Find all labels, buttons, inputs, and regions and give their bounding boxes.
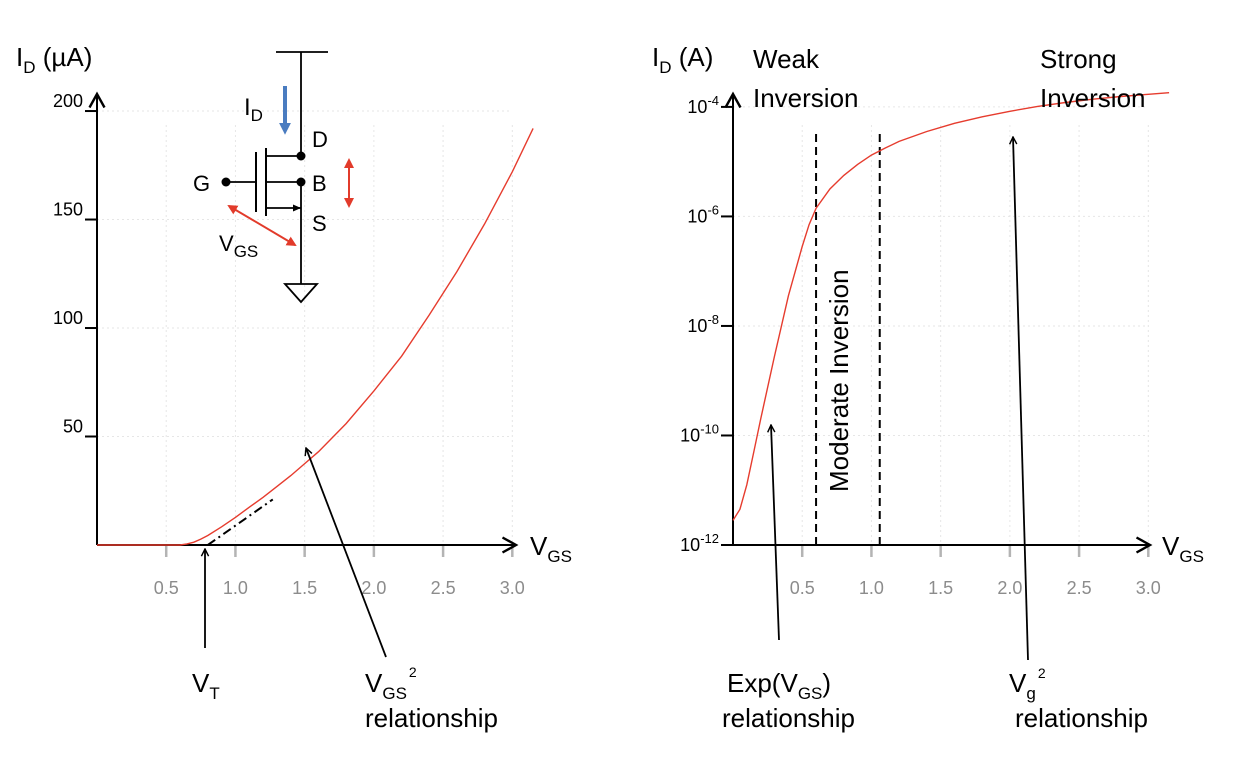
exp-annotation-line2: relationship [722,703,855,733]
y-ticks-linear: 50 100 150 200 [53,91,97,438]
strong-inversion-label: Strong [1040,44,1117,74]
source-label: S [312,211,327,236]
x-tick-label: 3.0 [500,578,525,598]
moderate-inversion-label: Moderate Inversion [824,269,854,492]
x-ticks-linear: 0.5 1.0 1.5 2.0 2.5 3.0 [154,545,525,598]
strong-inversion-label-line2: Inversion [1040,83,1146,113]
weak-inversion-label-line2: Inversion [753,83,859,113]
x-tick-label: 3.0 [1136,578,1161,598]
gate-label: G [193,171,210,196]
x-tick-label: 1.0 [223,578,248,598]
drain-current-label: ID [244,94,263,125]
x-tick-label: 0.5 [154,578,179,598]
vgs-inset-label: VGS [219,231,258,261]
y-axis-label-log: ID (A) [652,42,713,77]
exp-pointer-arrow [771,425,780,641]
drain-label: D [312,127,328,152]
x-ticks-log: 0.5 1.0 1.5 2.0 2.5 3.0 [790,545,1161,598]
body-label: B [312,171,327,196]
y-tick-label: 10-8 [687,312,719,336]
vt-annotation: VT [192,668,220,703]
x-tick-label: 2.5 [1067,578,1092,598]
x-tick-label: 2.0 [997,578,1022,598]
y-tick-label: 10-12 [680,531,719,555]
y-tick-label: 150 [53,200,83,220]
x-tick-label: 0.5 [790,578,815,598]
x-axis-label-linear: VGS [530,531,572,566]
id-curve-log [732,92,1170,521]
x-tick-label: 1.0 [859,578,884,598]
gate-node [221,177,231,187]
exp-annotation: Exp(VGS) [727,668,831,703]
grid-linear [97,110,513,545]
vgs2-annotation: VGS2 [365,664,417,703]
vgs2-pointer-arrow [306,448,387,658]
x-tick-label: 1.5 [292,578,317,598]
tangent-line [207,498,274,546]
x-axis-label-log: VGS [1162,531,1204,566]
body-node [296,177,306,187]
vg2-annotation-line2: relationship [1015,703,1148,733]
grid-log [733,106,1149,545]
vgs2-annotation-line2: relationship [365,703,498,733]
chart-linear: 0.5 1.0 1.5 2.0 2.5 3.0 50 100 150 200 ID (µA) V… [16,42,572,733]
x-tick-label: 2.0 [361,578,386,598]
y-tick-label: 10-10 [680,421,719,445]
y-ticks-log: 10-12 10-10 10-8 10-6 10-4 [680,93,733,555]
chart-log: 0.5 1.0 1.5 2.0 2.5 3.0 10-1210-1010-810-610-… [652,42,1204,733]
vgs-red-arrow [227,204,297,247]
mosfet-schematic: D B S G ID VGS [193,51,354,304]
y-tick-label: 100 [53,308,83,328]
ground-symbol [282,283,320,304]
x-tick-label: 1.5 [928,578,953,598]
x-tick-label: 2.5 [431,578,456,598]
y-tick-label: 50 [63,417,83,437]
y-tick-label: 200 [53,91,83,111]
drain-node [296,151,306,161]
y-axis-label-linear: ID (µA) [16,42,92,77]
y-tick-label: 10-4 [687,93,719,117]
vg2-pointer-arrow [1013,137,1029,661]
id-curve-linear [97,128,534,546]
vg2-annotation: Vg2 [1009,665,1046,703]
weak-inversion-label: Weak [753,44,820,74]
y-tick-label: 10-6 [687,202,719,226]
